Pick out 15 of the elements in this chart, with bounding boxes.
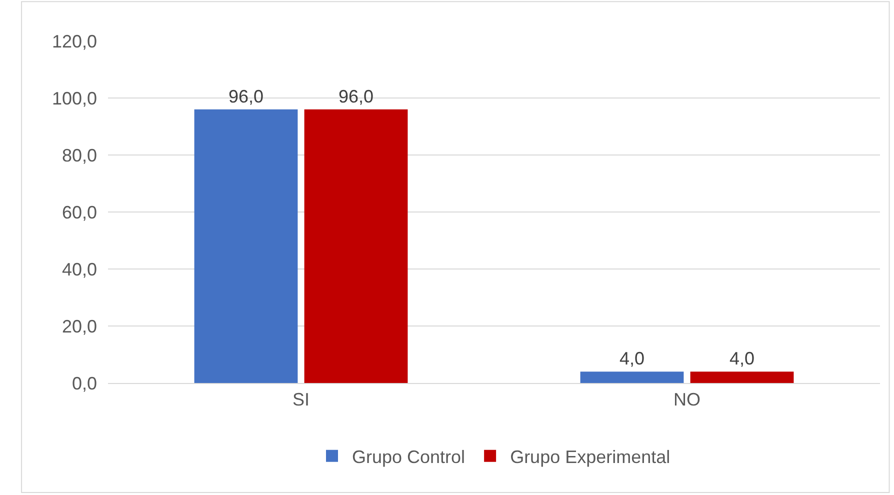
y-tick-label: 120,0 (52, 31, 97, 52)
data-label: 96,0 (338, 86, 374, 106)
x-tick-label: NO (674, 390, 700, 410)
x-tick-label: SI (292, 390, 310, 410)
y-tick-label: 60,0 (62, 202, 97, 222)
y-tick-label: 20,0 (62, 316, 97, 336)
data-label: 96,0 (228, 86, 264, 106)
y-tick-label: 100,0 (52, 88, 97, 108)
legend-label: Grupo Control (352, 446, 466, 467)
data-label: 4,0 (619, 348, 645, 369)
data-label: 4,0 (729, 348, 755, 369)
y-tick-label: 0,0 (72, 373, 97, 394)
legend-label: Grupo Experimental (510, 446, 670, 467)
y-tick-label: 40,0 (62, 259, 97, 280)
y-tick-label: 80,0 (62, 145, 97, 166)
